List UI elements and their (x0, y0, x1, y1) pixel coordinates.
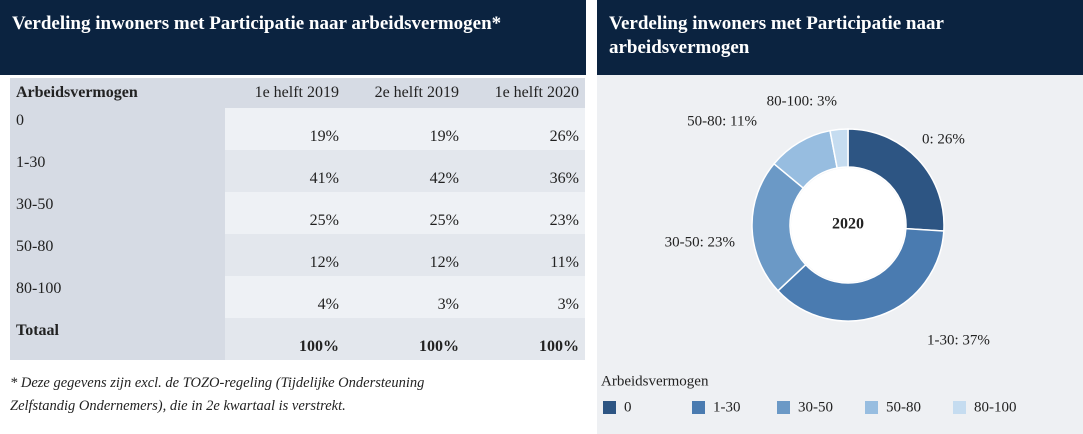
legend-swatch (953, 401, 966, 414)
footnote-line: * Deze gegevens zijn excl. de TOZO-regel… (10, 375, 425, 391)
table-cell: 19% (225, 108, 345, 150)
legend-label: 1-30 (713, 399, 741, 415)
table-cell: 3% (345, 276, 465, 318)
chart: 0: 26% 1-30: 37% 30-50: 23% 50-80: 11% 80-10… (601, 93, 1017, 415)
footnote: * Deze gegevens zijn excl. de TOZO-regel… (10, 372, 424, 418)
row-label: 50-80 (10, 234, 225, 276)
donut-segment (776, 227, 945, 322)
table-row: 1-30 41% 42% 36% (10, 150, 585, 192)
table-row: Totaal 100% 100% 100% (10, 318, 585, 360)
legend-swatch (777, 401, 790, 414)
table-row: 0 19% 19% 26% (10, 108, 585, 150)
table-row: 80-100 4% 3% 3% (10, 276, 585, 318)
row-label: 80-100 (10, 276, 225, 318)
column-header: 2e helft 2019 (345, 78, 465, 108)
row-label: Totaal (10, 318, 225, 360)
table-panel: Verdeling inwoners met Participatie naar… (0, 0, 586, 418)
column-header: Arbeidsvermogen (10, 78, 225, 108)
table-cell: 25% (225, 192, 345, 234)
table-title: Verdeling inwoners met Participatie naar… (0, 0, 586, 75)
donut-hole (791, 168, 905, 282)
column-header: 1e helft 2020 (465, 78, 585, 108)
chart-title: Verdeling inwoners met Participatie naar… (597, 0, 1083, 75)
row-label: 1-30 (10, 150, 225, 192)
table-header-row: Arbeidsvermogen 1e helft 2019 2e helft 201… (10, 78, 585, 108)
table-cell: 41% (225, 150, 345, 192)
table-cell: 26% (465, 108, 585, 150)
table: Arbeidsvermogen 1e helft 2019 2e helft 201… (10, 78, 585, 360)
data-label: 80-100: 3% (767, 93, 837, 109)
table-cell: 12% (345, 234, 465, 276)
data-label: 0: 26% (922, 131, 965, 147)
legend-swatch (603, 401, 616, 414)
data-label: 30-50: 23% (665, 234, 735, 250)
column-header: 1e helft 2019 (225, 78, 345, 108)
table-row: 50-80 12% 12% 11% (10, 234, 585, 276)
legend-title: Arbeidsvermogen (601, 373, 709, 389)
legend-label: 30-50 (798, 399, 833, 415)
table-row: 30-50 25% 25% 23% (10, 192, 585, 234)
table-cell: 11% (465, 234, 585, 276)
chart-panel: Verdeling inwoners met Participatie naar… (597, 0, 1083, 434)
data-label: 50-80: 11% (687, 113, 757, 129)
table-cell: 25% (345, 192, 465, 234)
center-label: 2020 (832, 216, 864, 233)
table-cell: 19% (345, 108, 465, 150)
table-cell: 100% (225, 318, 345, 360)
legend-label: 50-80 (886, 399, 921, 415)
table-cell: 12% (225, 234, 345, 276)
donut-segment (829, 128, 849, 169)
table-cell: 23% (465, 192, 585, 234)
donut-segment (847, 128, 945, 232)
row-label: 0 (10, 108, 225, 150)
table-cell: 4% (225, 276, 345, 318)
table-cell: 36% (465, 150, 585, 192)
legend-swatch (692, 401, 705, 414)
table-cell: 100% (345, 318, 465, 360)
table-cell: 100% (465, 318, 585, 360)
legend-label: 80-100 (974, 399, 1017, 415)
table-cell: 42% (345, 150, 465, 192)
row-label: 30-50 (10, 192, 225, 234)
footnote-line: Zelfstandig Ondernemers), die in 2e kwar… (10, 398, 346, 414)
table-cell: 3% (465, 276, 585, 318)
legend-label: 0 (624, 399, 632, 415)
data-label: 1-30: 37% (927, 332, 990, 348)
legend-swatch (865, 401, 878, 414)
